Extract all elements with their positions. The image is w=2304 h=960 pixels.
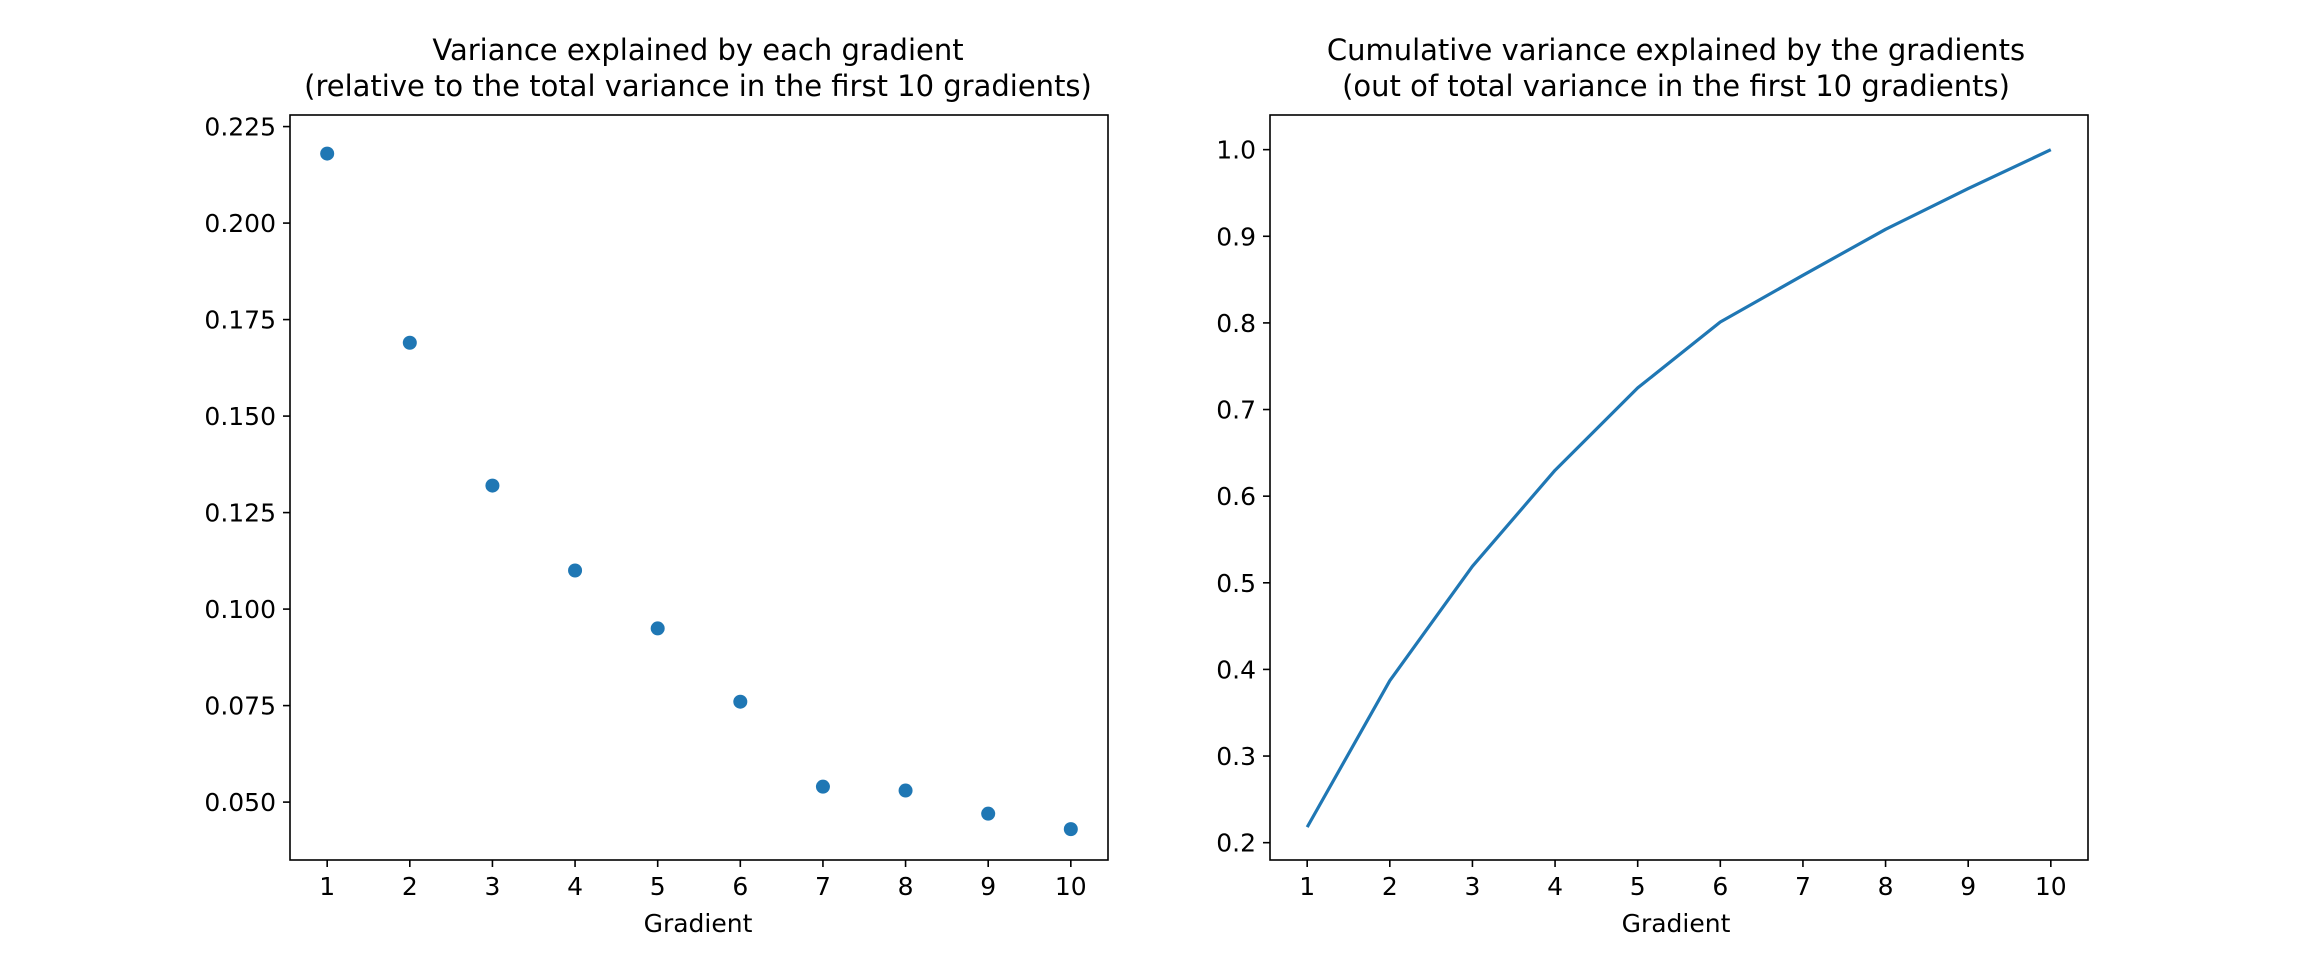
- series-line: [1305, 148, 2052, 828]
- scatter-point: [568, 563, 583, 578]
- scatter-point: [485, 478, 500, 493]
- scatter-point: [981, 806, 996, 821]
- y-axis-ticks: 0.2 0.3 0.4 0.5 0.6 0.7 0.8 0.9 1.0: [1216, 136, 1270, 858]
- variance-scatter-chart: Variance explained by each gradient (rel…: [204, 33, 1109, 938]
- y-tick-label: 0.125: [204, 499, 276, 528]
- y-tick-label: 0.200: [204, 209, 276, 238]
- x-tick-label: 4: [1547, 872, 1563, 901]
- x-tick-label: 10: [2035, 872, 2067, 901]
- x-tick-label: 10: [1055, 872, 1087, 901]
- x-tick-label: 3: [484, 872, 500, 901]
- x-tick-label: 6: [732, 872, 748, 901]
- x-tick-label: 5: [1630, 872, 1646, 901]
- x-tick-label: 7: [1795, 872, 1811, 901]
- x-axis-ticks: 1 2 3 4 5 6 7 8 9 10: [319, 860, 1087, 901]
- plot-area-frame: [289, 114, 1109, 861]
- x-axis-label: Gradient: [644, 909, 753, 938]
- x-tick-label: 5: [650, 872, 666, 901]
- y-tick-label: 0.175: [204, 306, 276, 335]
- y-tick-label: 0.9: [1216, 222, 1256, 251]
- y-tick-label: 0.050: [204, 788, 276, 817]
- scatter-points: [320, 146, 1078, 837]
- scatter-point: [815, 779, 830, 794]
- x-axis-label: Gradient: [1622, 909, 1731, 938]
- y-tick-label: 0.3: [1216, 742, 1256, 771]
- x-tick-label: 2: [1382, 872, 1398, 901]
- y-axis-ticks: 0.050 0.075 0.100 0.125 0.150 0.175 0.200 0.225: [204, 113, 290, 817]
- line-series: [1305, 148, 2052, 828]
- y-tick-label: 0.7: [1216, 396, 1256, 425]
- y-tick-label: 0.8: [1216, 309, 1256, 338]
- scatter-point: [650, 621, 665, 636]
- x-tick-label: 4: [567, 872, 583, 901]
- x-tick-label: 3: [1464, 872, 1480, 901]
- y-tick-label: 0.150: [204, 402, 276, 431]
- scatter-point: [402, 335, 417, 350]
- y-tick-label: 0.6: [1216, 482, 1256, 511]
- scatter-point: [733, 694, 748, 709]
- x-tick-label: 2: [402, 872, 418, 901]
- scatter-point: [320, 146, 335, 161]
- x-tick-label: 1: [319, 872, 335, 901]
- chart-title-line-2: (relative to the total variance in the f…: [304, 69, 1092, 103]
- x-axis-ticks: 1 2 3 4 5 6 7 8 9 10: [1299, 860, 2067, 901]
- y-tick-label: 0.4: [1216, 655, 1256, 684]
- chart-title-line-1: Cumulative variance explained by the gra…: [1327, 33, 2025, 67]
- scatter-point: [898, 783, 913, 798]
- cumulative-variance-line-chart: Cumulative variance explained by the gra…: [1216, 33, 2089, 938]
- y-tick-label: 0.075: [204, 692, 276, 721]
- chart-title-line-1: Variance explained by each gradient: [432, 33, 963, 67]
- x-tick-label: 8: [898, 872, 914, 901]
- y-tick-label: 1.0: [1216, 136, 1256, 165]
- y-tick-label: 0.5: [1216, 569, 1256, 598]
- plot-area-frame: [1269, 114, 2089, 861]
- x-tick-label: 1: [1299, 872, 1315, 901]
- x-tick-label: 7: [815, 872, 831, 901]
- x-tick-label: 9: [980, 872, 996, 901]
- chart-title-line-2: (out of total variance in the first 10 g…: [1342, 69, 2010, 103]
- y-tick-label: 0.100: [204, 595, 276, 624]
- x-tick-label: 6: [1712, 872, 1728, 901]
- y-tick-label: 0.2: [1216, 829, 1256, 858]
- x-tick-label: 9: [1960, 872, 1976, 901]
- x-tick-label: 8: [1878, 872, 1894, 901]
- y-tick-label: 0.225: [204, 113, 276, 142]
- scatter-point: [1063, 822, 1078, 837]
